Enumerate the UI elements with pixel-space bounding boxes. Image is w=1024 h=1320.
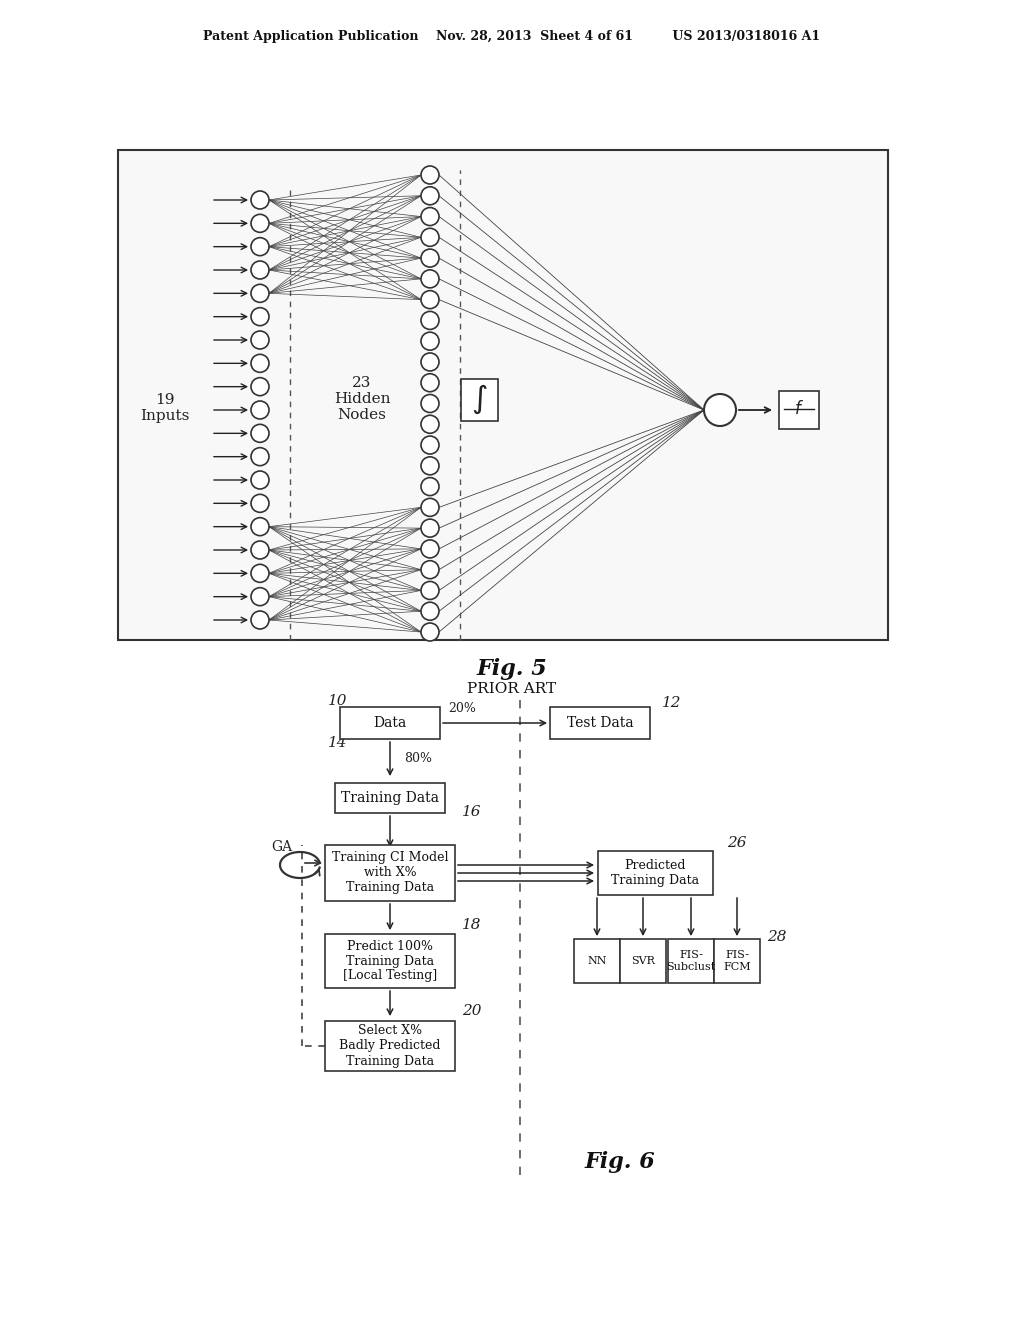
Text: 19
Inputs: 19 Inputs bbox=[140, 393, 189, 424]
Circle shape bbox=[251, 401, 269, 418]
Text: $\int$: $\int$ bbox=[471, 383, 487, 416]
Circle shape bbox=[251, 238, 269, 256]
Circle shape bbox=[251, 587, 269, 606]
Text: Training Data: Training Data bbox=[341, 791, 439, 805]
Text: NN: NN bbox=[587, 956, 607, 966]
Text: Test Data: Test Data bbox=[566, 715, 633, 730]
Circle shape bbox=[251, 565, 269, 582]
Circle shape bbox=[251, 331, 269, 348]
Circle shape bbox=[421, 352, 439, 371]
Circle shape bbox=[251, 191, 269, 209]
Circle shape bbox=[421, 561, 439, 578]
Circle shape bbox=[251, 517, 269, 536]
Text: PRIOR ART: PRIOR ART bbox=[467, 682, 557, 696]
Text: 14: 14 bbox=[328, 737, 347, 750]
Text: Predict 100%
Training Data
[Local Testing]: Predict 100% Training Data [Local Testin… bbox=[343, 940, 437, 982]
FancyBboxPatch shape bbox=[335, 783, 445, 813]
Circle shape bbox=[421, 207, 439, 226]
Circle shape bbox=[251, 214, 269, 232]
Circle shape bbox=[251, 494, 269, 512]
Circle shape bbox=[421, 312, 439, 330]
Text: Fig. 6: Fig. 6 bbox=[585, 1151, 655, 1173]
Text: 18: 18 bbox=[462, 917, 481, 932]
Circle shape bbox=[251, 424, 269, 442]
Circle shape bbox=[421, 581, 439, 599]
Circle shape bbox=[421, 228, 439, 247]
FancyBboxPatch shape bbox=[574, 939, 620, 983]
Text: FIS-
FCM: FIS- FCM bbox=[723, 950, 751, 972]
FancyBboxPatch shape bbox=[620, 939, 666, 983]
Text: 26: 26 bbox=[727, 836, 746, 850]
Circle shape bbox=[705, 393, 736, 426]
FancyBboxPatch shape bbox=[550, 708, 650, 739]
Circle shape bbox=[251, 308, 269, 326]
Circle shape bbox=[421, 166, 439, 183]
Text: Training CI Model
with X%
Training Data: Training CI Model with X% Training Data bbox=[332, 851, 449, 895]
Circle shape bbox=[421, 478, 439, 495]
Circle shape bbox=[251, 611, 269, 630]
Text: Select X%
Badly Predicted
Training Data: Select X% Badly Predicted Training Data bbox=[339, 1024, 440, 1068]
Circle shape bbox=[421, 519, 439, 537]
Text: 20: 20 bbox=[462, 1005, 481, 1018]
Text: SVR: SVR bbox=[631, 956, 655, 966]
FancyBboxPatch shape bbox=[461, 379, 498, 421]
FancyBboxPatch shape bbox=[340, 708, 440, 739]
Circle shape bbox=[251, 261, 269, 279]
Text: Fig. 5: Fig. 5 bbox=[476, 657, 548, 680]
FancyBboxPatch shape bbox=[668, 939, 714, 983]
FancyBboxPatch shape bbox=[779, 391, 819, 429]
Text: GA: GA bbox=[271, 840, 293, 854]
Circle shape bbox=[251, 471, 269, 488]
FancyBboxPatch shape bbox=[714, 939, 760, 983]
Text: 16: 16 bbox=[462, 805, 481, 818]
Text: FIS-
Subclust: FIS- Subclust bbox=[667, 950, 716, 972]
Circle shape bbox=[421, 436, 439, 454]
Circle shape bbox=[421, 457, 439, 475]
Text: 12: 12 bbox=[662, 696, 682, 710]
Circle shape bbox=[421, 374, 439, 392]
Circle shape bbox=[251, 541, 269, 558]
Text: 80%: 80% bbox=[404, 752, 432, 766]
FancyBboxPatch shape bbox=[597, 851, 713, 895]
Text: 20%: 20% bbox=[449, 702, 476, 715]
Circle shape bbox=[421, 540, 439, 558]
Circle shape bbox=[251, 447, 269, 466]
Circle shape bbox=[251, 354, 269, 372]
Circle shape bbox=[251, 284, 269, 302]
Text: Predicted
Training Data: Predicted Training Data bbox=[611, 859, 699, 887]
Circle shape bbox=[421, 395, 439, 412]
Text: Patent Application Publication    Nov. 28, 2013  Sheet 4 of 61         US 2013/0: Patent Application Publication Nov. 28, … bbox=[204, 30, 820, 44]
Circle shape bbox=[421, 602, 439, 620]
Circle shape bbox=[421, 416, 439, 433]
FancyBboxPatch shape bbox=[325, 1020, 455, 1071]
Circle shape bbox=[421, 333, 439, 350]
Text: 28: 28 bbox=[767, 931, 786, 944]
Text: 10: 10 bbox=[328, 694, 347, 708]
Text: Data: Data bbox=[374, 715, 407, 730]
FancyBboxPatch shape bbox=[325, 845, 455, 902]
FancyBboxPatch shape bbox=[325, 935, 455, 987]
FancyBboxPatch shape bbox=[118, 150, 888, 640]
Circle shape bbox=[421, 623, 439, 642]
Circle shape bbox=[421, 186, 439, 205]
Circle shape bbox=[421, 249, 439, 267]
Circle shape bbox=[421, 290, 439, 309]
Circle shape bbox=[421, 499, 439, 516]
Circle shape bbox=[251, 378, 269, 396]
Circle shape bbox=[421, 269, 439, 288]
Text: $f$: $f$ bbox=[794, 400, 804, 418]
Text: 23
Hidden
Nodes: 23 Hidden Nodes bbox=[334, 376, 390, 422]
